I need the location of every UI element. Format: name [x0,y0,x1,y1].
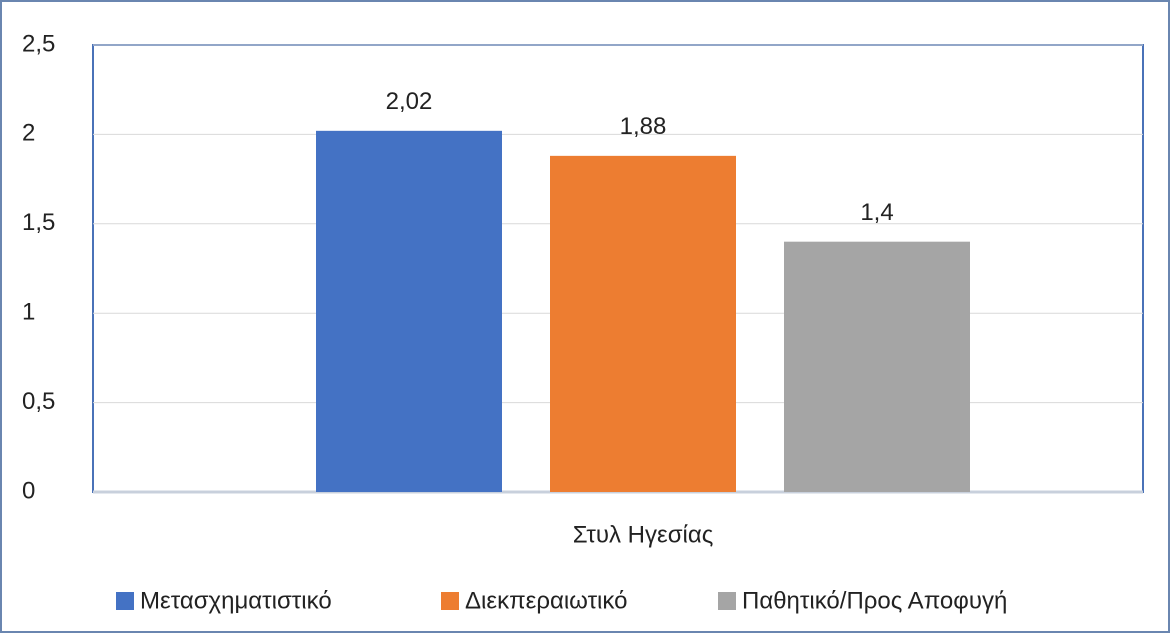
data-label: 1,4 [860,199,893,226]
y-tick-label: 2,5 [22,30,55,57]
data-label: 2,02 [386,88,433,115]
legend-label: Μετασχηματιστικό [140,587,332,614]
bar [784,241,970,492]
y-tick-label: 1,5 [22,209,55,236]
legend-label: Παθητικό/Προς Αποφυγή [742,587,1007,614]
legend-swatch [441,592,459,610]
legend-swatch [718,592,736,610]
y-tick-label: 2 [22,120,35,147]
legend-label: Διεκπεραιωτικό [465,587,627,614]
bar [316,130,502,492]
data-label: 1,88 [620,113,667,140]
y-tick-label: 0,5 [22,388,55,415]
y-tick-label: 1 [22,299,35,326]
bar [550,155,736,492]
legend-swatch [116,592,134,610]
x-tick-label: Στυλ Ηγεσίας [573,521,714,548]
y-tick-label: 0 [22,477,35,504]
